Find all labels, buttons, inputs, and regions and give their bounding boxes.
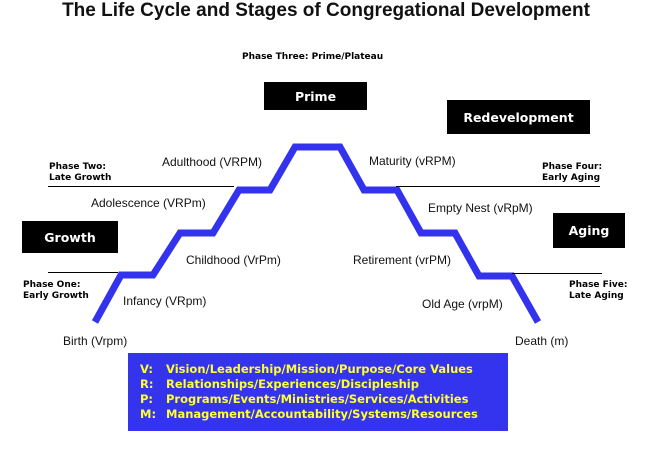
- stage-birth: Birth (Vrpm): [63, 334, 128, 348]
- phase-one-divider: [48, 272, 118, 273]
- phase-four-label: Phase Four: Early Aging: [542, 162, 602, 184]
- phase-four-subtitle: Early Aging: [542, 173, 601, 183]
- phase-one-subtitle: Early Growth: [23, 291, 89, 301]
- prime-box: Prime: [264, 82, 367, 110]
- phase-three-label: Phase Three: Prime/Plateau: [242, 52, 384, 62]
- stage-childhood: Childhood (VrPm): [186, 253, 281, 267]
- stage-retirement: Retirement (vrPM): [353, 253, 452, 267]
- stage-death: Death (m): [515, 334, 569, 348]
- legend-box: V: Vision/Leadership/Mission/Purpose/Core…: [128, 353, 508, 431]
- phase-two-title: Phase Two:: [49, 162, 106, 172]
- phase-five-label: Phase Five: Late Aging: [569, 280, 627, 302]
- phase-five-title: Phase Five:: [569, 280, 628, 290]
- phase-one-title: Phase One:: [23, 280, 81, 290]
- stage-adolescence: Adolescence (VRPm): [91, 196, 206, 210]
- phase-two-label: Phase Two: Late Growth: [49, 162, 111, 184]
- redevelopment-box: Redevelopment: [447, 100, 590, 134]
- stage-empty-nest: Empty Nest (vRpM): [428, 201, 533, 215]
- stage-old-age: Old Age (vrpM): [422, 297, 503, 311]
- phase-two-divider: [48, 186, 234, 187]
- growth-box: Growth: [22, 221, 118, 253]
- diagram-title: The Life Cycle and Stages of Congregatio…: [62, 0, 590, 21]
- phase-four-title: Phase Four:: [542, 162, 603, 172]
- phase-four-divider: [396, 186, 600, 187]
- stage-maturity: Maturity (vRPM): [369, 154, 456, 168]
- aging-box: Aging: [553, 213, 625, 248]
- legend-row-v: V: Vision/Leadership/Mission/Purpose/Core…: [140, 362, 473, 376]
- legend-row-r: R: Relationships/Experiences/Discipleship: [140, 377, 419, 391]
- phase-one-label: Phase One: Early Growth: [23, 280, 89, 302]
- phase-five-subtitle: Late Aging: [569, 291, 624, 301]
- phase-five-divider: [512, 273, 602, 274]
- phase-two-subtitle: Late Growth: [49, 173, 112, 183]
- legend-row-p: P: Programs/Events/Ministries/Services/Ac…: [140, 392, 469, 406]
- stage-adulthood: Adulthood (VRPM): [162, 155, 263, 169]
- stage-infancy: Infancy (VRpm): [123, 294, 207, 308]
- legend-row-m: M: Management/Accountability/Systems/Reso…: [140, 407, 478, 421]
